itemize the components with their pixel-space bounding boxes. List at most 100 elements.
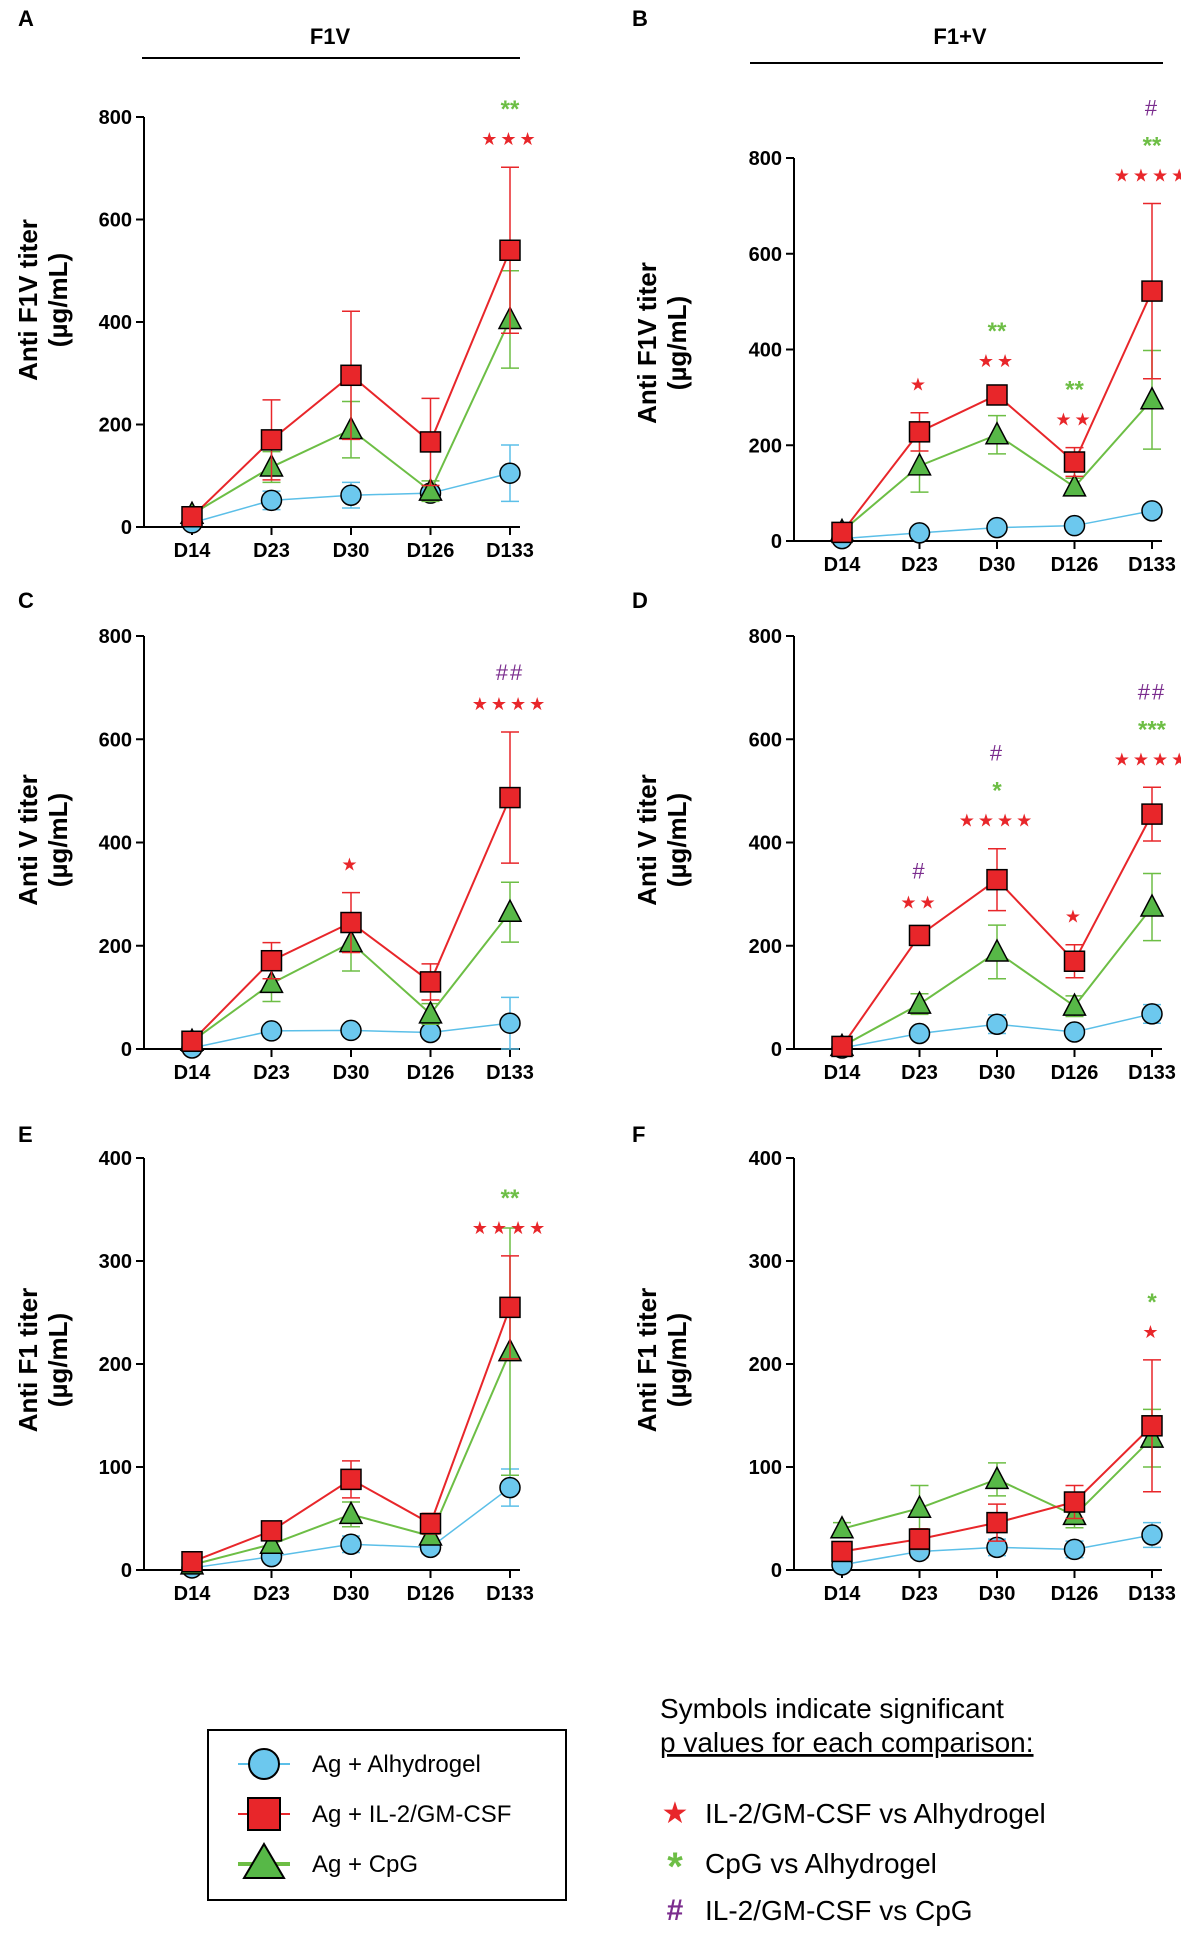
data-point-il2: [340, 364, 362, 387]
y-tick-label: 0: [121, 1560, 132, 1582]
y-tick-label: 800: [99, 107, 132, 129]
significance-purple: ##: [496, 660, 524, 685]
data-point-cpg: [497, 898, 523, 922]
significance-red: ★★★★: [472, 1218, 549, 1238]
data-point-alhydrogel: [1141, 1003, 1163, 1025]
y-tick-label: 200: [99, 1354, 132, 1376]
significance-green: **: [988, 318, 1007, 345]
panel-f: F 0 100 200 300 400 D14 D23 D30 D126 D133 Anti F1 t…: [632, 1122, 1176, 1605]
data-point-il2: [260, 1520, 283, 1542]
panel-letter: D: [632, 588, 648, 613]
data-point-cpg: [984, 421, 1010, 445]
x-tick-label: D133: [1128, 554, 1176, 576]
legend: Ag + Alhydrogel Ag + IL-2/GM-CSF Ag + Cp…: [207, 1729, 567, 1901]
data-point-il2: [1063, 451, 1086, 473]
data-point-alhydrogel: [1141, 500, 1163, 522]
data-point-cpg: [907, 1494, 932, 1518]
x-tick-label: D14: [824, 554, 862, 576]
y-axis-label: Anti F1V titer: [632, 262, 662, 424]
symbols-key: Symbols indicate significant p values fo…: [660, 1693, 1046, 1927]
x-tick-label: D126: [407, 1062, 455, 1084]
legend-marker-alhydrogel: [248, 1748, 280, 1780]
x-tick-label: D23: [901, 1062, 938, 1084]
significance-red: ★★: [1055, 410, 1093, 430]
panel-letter: E: [18, 1122, 33, 1147]
data-point-cpg: [984, 938, 1010, 962]
x-tick-label: D126: [1051, 1583, 1099, 1605]
symbol-red-star-icon: ★: [662, 1797, 689, 1830]
data-point-alhydrogel: [340, 1533, 362, 1555]
x-tick-label: D14: [174, 540, 212, 562]
significance-red: ★: [341, 855, 360, 875]
data-point-il2: [260, 949, 283, 972]
x-tick-label: D133: [1128, 1062, 1176, 1084]
significance-green: **: [1065, 377, 1084, 404]
data-point-il2: [831, 1035, 853, 1058]
x-tick-label: D14: [174, 1062, 212, 1084]
data-point-il2: [1141, 1415, 1163, 1437]
y-tick-label: 200: [749, 936, 782, 958]
significance-red: ★★★★: [1114, 749, 1181, 769]
significance-purple: #: [990, 741, 1004, 766]
data-point-alhydrogel: [1063, 514, 1086, 537]
y-tick-label: 800: [749, 148, 782, 170]
data-point-alhydrogel: [986, 516, 1008, 539]
panel-c: C 0 200 400 600 800 D14 D23 D30 D126 D133 Anti V ti…: [13, 588, 549, 1084]
y-axis-label: Anti F1V titer: [13, 219, 43, 381]
data-point-il2: [986, 1511, 1008, 1534]
significance-purple: #: [912, 858, 926, 883]
y-tick-label: 0: [771, 1560, 782, 1582]
y-tick-label: 300: [749, 1251, 782, 1273]
x-tick-label: D30: [979, 1583, 1016, 1605]
significance-red: ★: [910, 375, 929, 395]
y-tick-label: 100: [749, 1457, 782, 1479]
significance-red: ★★★★: [959, 811, 1036, 831]
significance-green: **: [1143, 132, 1162, 159]
data-point-il2: [986, 868, 1008, 891]
y-axis-label: Anti F1 titer: [13, 1288, 43, 1432]
symbols-key-item-2: CpG vs Alhydrogel: [705, 1848, 937, 1879]
significance-red: ★★: [900, 892, 938, 912]
x-tick-label: D14: [174, 1583, 212, 1605]
y-tick-label: 400: [99, 833, 132, 855]
y-tick-label: 0: [121, 1039, 132, 1061]
data-point-il2: [419, 431, 442, 453]
x-tick-label: D133: [1128, 1583, 1176, 1605]
data-point-cpg: [907, 990, 932, 1014]
x-tick-label: D133: [486, 1062, 534, 1084]
y-axis-label: Anti V titer: [13, 774, 43, 905]
legend-label-il2: Ag + IL-2/GM-CSF: [312, 1801, 511, 1828]
y-tick-label: 600: [99, 729, 132, 751]
y-tick-label: 200: [99, 936, 132, 958]
data-point-alhydrogel: [419, 1021, 442, 1044]
data-point-il2: [340, 1468, 362, 1491]
y-tick-label: 300: [99, 1251, 132, 1273]
x-tick-label: D126: [1051, 1062, 1099, 1084]
data-point-il2: [499, 1296, 521, 1319]
significance-red: ★: [1142, 1322, 1161, 1342]
data-point-il2: [181, 1030, 203, 1053]
significance-red: ★: [1065, 907, 1084, 927]
data-point-il2: [419, 1512, 442, 1535]
x-tick-label: D30: [979, 554, 1016, 576]
data-point-il2: [908, 421, 931, 443]
x-tick-label: D23: [253, 1062, 290, 1084]
panel-letter: C: [18, 588, 34, 613]
data-point-cpg: [259, 969, 284, 994]
data-point-alhydrogel: [1141, 1524, 1163, 1546]
data-point-cpg: [1139, 386, 1165, 410]
significance-red: ★★★★: [472, 694, 549, 714]
x-tick-label: D23: [901, 554, 938, 576]
symbols-key-title-1: Symbols indicate significant: [660, 1693, 1004, 1724]
data-point-il2: [340, 911, 362, 934]
x-tick-label: D30: [333, 540, 370, 562]
data-point-alhydrogel: [908, 522, 931, 544]
y-axis-unit-label: (µg/mL): [662, 296, 692, 390]
data-point-il2: [1141, 280, 1163, 302]
data-point-il2: [986, 384, 1008, 406]
x-tick-label: D14: [824, 1062, 862, 1084]
legend-marker-il2: [247, 1797, 281, 1831]
panel-e: E 0 100 200 300 400 D14 D23 D30 D126 D133 Anti F1 t…: [13, 1122, 549, 1605]
x-tick-label: D23: [253, 540, 290, 562]
